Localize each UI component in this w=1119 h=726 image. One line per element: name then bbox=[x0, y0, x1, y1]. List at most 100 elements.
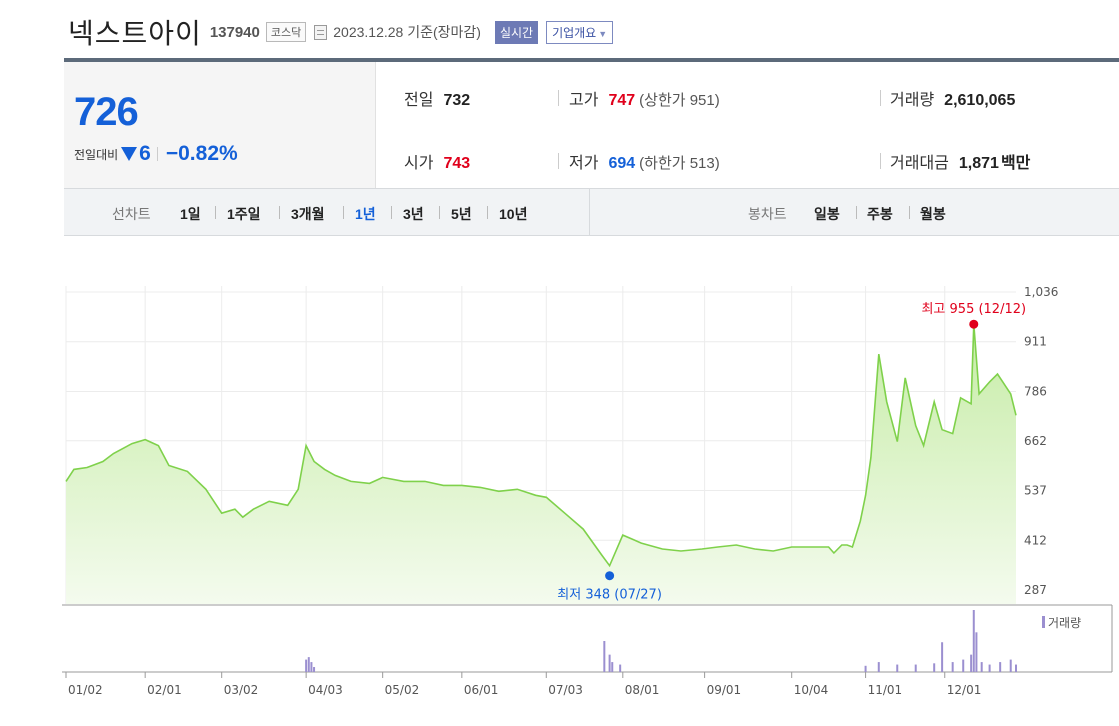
price-area bbox=[66, 324, 1016, 604]
change-percent: −0.82% bbox=[165, 142, 238, 165]
document-icon bbox=[314, 24, 328, 40]
change-row: 전일대비 6 −0.82% bbox=[74, 142, 238, 166]
y-tick-label: 412 bbox=[1024, 533, 1047, 547]
down-arrow-icon bbox=[121, 147, 138, 161]
y-tick-label: 786 bbox=[1024, 384, 1047, 398]
volume-bar bbox=[933, 663, 936, 672]
divider bbox=[343, 206, 344, 219]
date-text: 2023.12.28 기준(장마감) bbox=[333, 24, 481, 40]
volume-bar bbox=[864, 665, 867, 672]
volume-bar bbox=[307, 657, 310, 672]
volume-bar bbox=[877, 662, 880, 672]
realtime-button[interactable]: 실시간 bbox=[494, 20, 539, 44]
tab-1y[interactable]: 1년 bbox=[355, 206, 376, 222]
tab-1w[interactable]: 1주일 bbox=[227, 206, 261, 222]
volume-bar bbox=[310, 662, 313, 672]
volume-bar bbox=[1015, 664, 1017, 672]
volume-value: 2,610,065 bbox=[944, 92, 1016, 109]
volume-bar bbox=[999, 662, 1002, 672]
open-value: 743 bbox=[443, 155, 471, 172]
divider bbox=[558, 90, 559, 106]
tab-monthly[interactable]: 월봉 bbox=[920, 206, 946, 222]
chart-period-tabs: 선차트 1일 1주일 3개월 1년 3년 5년 10년 봉차트 일봉 주봉 월봉 bbox=[64, 188, 1119, 236]
current-price: 726 bbox=[74, 90, 139, 134]
tab-1d[interactable]: 1일 bbox=[180, 206, 201, 222]
y-tick-label: 1,036 bbox=[1024, 285, 1058, 299]
volume-bar bbox=[975, 632, 978, 672]
volume-bar bbox=[980, 662, 983, 672]
change-label: 전일대비 bbox=[74, 147, 119, 162]
y-tick-label: 662 bbox=[1024, 434, 1047, 448]
divider bbox=[856, 206, 857, 219]
candle-chart-label: 봉차트 bbox=[748, 206, 787, 222]
x-tick-label: 05/02 bbox=[385, 683, 420, 697]
volume-bar bbox=[962, 659, 965, 672]
low-annotation: 최저 348 (07/27) bbox=[557, 588, 662, 603]
x-tick-label: 04/03 bbox=[308, 683, 343, 697]
prev-close-value: 732 bbox=[443, 92, 471, 109]
y-tick-label: 537 bbox=[1024, 484, 1047, 498]
title-row: 넥스트아이 137940 코스닥 2023.12.28 기준(장마감) 실시간 … bbox=[68, 12, 614, 52]
divider bbox=[909, 206, 910, 219]
price-summary: 726 전일대비 6 −0.82% 전일 732 고가 747 (상한가 951… bbox=[64, 58, 1119, 188]
amount-value: 1,871 bbox=[958, 155, 999, 172]
volume-label: 거래량 bbox=[890, 92, 935, 109]
volume-bar bbox=[914, 664, 917, 672]
x-tick-label: 12/01 bbox=[947, 683, 982, 697]
tab-5y[interactable]: 5년 bbox=[451, 206, 472, 222]
current-price-box: 726 전일대비 6 −0.82% bbox=[64, 62, 376, 188]
tab-3m[interactable]: 3개월 bbox=[291, 206, 325, 222]
upper-limit: (상한가 951) bbox=[639, 92, 720, 109]
amount-unit: 백만 bbox=[1000, 155, 1031, 172]
high-label: 고가 bbox=[569, 92, 599, 109]
low-marker bbox=[605, 571, 615, 581]
volume-stat: 거래량 2,610,065 bbox=[890, 86, 1015, 110]
price-chart: 거래량 1,036 911 786 662 537 412 287 01/02 02/01 03/… bbox=[62, 285, 1113, 697]
company-overview-button[interactable]: 기업개요 ▼ bbox=[546, 20, 614, 44]
x-tick-label: 02/01 bbox=[147, 683, 182, 697]
prev-close-label: 전일 bbox=[404, 92, 434, 109]
low-value: 694 bbox=[608, 155, 636, 172]
tab-3y[interactable]: 3년 bbox=[403, 206, 424, 222]
chevron-down-icon: ▼ bbox=[598, 28, 608, 39]
divider bbox=[391, 206, 392, 219]
x-tick-label: 09/01 bbox=[707, 683, 742, 697]
x-tick-label: 01/02 bbox=[68, 683, 103, 697]
volume-bar bbox=[611, 662, 614, 672]
company-overview-label: 기업개요 bbox=[552, 25, 597, 40]
volume-bar bbox=[896, 664, 899, 672]
prev-close-stat: 전일 732 bbox=[404, 86, 470, 110]
high-annotation: 최고 955 (12/12) bbox=[921, 302, 1026, 317]
low-stat: 저가 694 (하한가 513) bbox=[569, 149, 720, 173]
stock-name: 넥스트아이 bbox=[68, 18, 202, 49]
price-line bbox=[65, 324, 1017, 568]
high-value: 747 bbox=[608, 92, 636, 109]
amount-label: 거래대금 bbox=[890, 155, 949, 172]
high-stat: 고가 747 (상한가 951) bbox=[569, 86, 720, 110]
stock-code: 137940 bbox=[209, 23, 260, 41]
open-label: 시가 bbox=[404, 155, 434, 172]
divider bbox=[439, 206, 440, 219]
volume-bar bbox=[941, 642, 944, 672]
line-chart-label: 선차트 bbox=[112, 206, 151, 222]
x-tick-label: 11/01 bbox=[868, 683, 903, 697]
lower-limit: (하한가 513) bbox=[639, 155, 720, 172]
divider bbox=[880, 153, 881, 169]
open-stat: 시가 743 bbox=[404, 149, 470, 173]
volume-bar bbox=[972, 610, 975, 672]
divider bbox=[215, 206, 216, 219]
x-tick-label: 08/01 bbox=[625, 683, 660, 697]
volume-bar bbox=[988, 664, 991, 672]
tab-10y[interactable]: 10년 bbox=[499, 206, 528, 222]
x-tick-label: 07/03 bbox=[548, 683, 583, 697]
divider bbox=[279, 206, 280, 219]
volume-bar bbox=[970, 654, 973, 672]
divider bbox=[589, 189, 590, 235]
high-marker bbox=[969, 319, 979, 329]
volume-bar bbox=[313, 667, 316, 672]
tab-weekly[interactable]: 주봉 bbox=[867, 206, 893, 222]
tab-daily[interactable]: 일봉 bbox=[814, 206, 840, 222]
volume-bar bbox=[305, 659, 308, 672]
divider bbox=[156, 147, 158, 161]
x-tick-label: 10/04 bbox=[794, 683, 829, 697]
